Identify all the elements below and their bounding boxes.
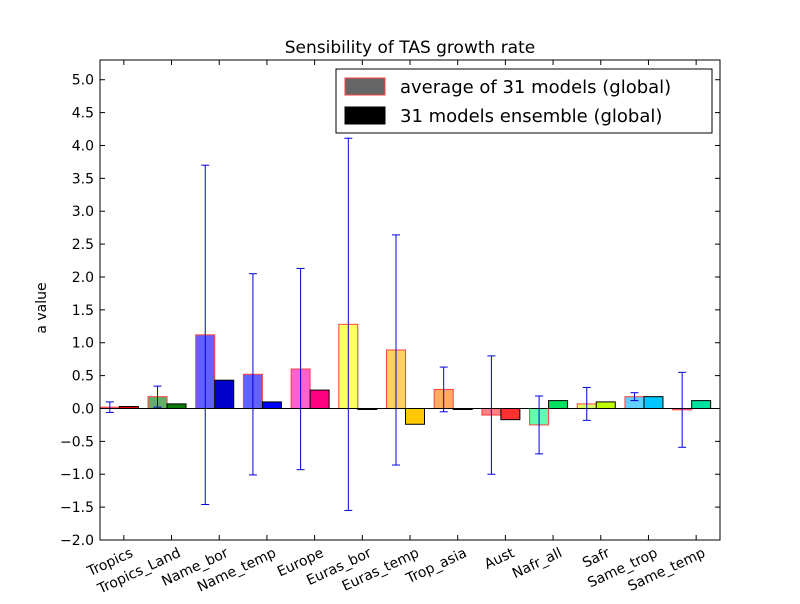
y-tick-label: −0.5 (60, 434, 94, 450)
axes-frame (99, 59, 721, 541)
bar-series2-euras_temp (405, 407, 425, 425)
y-axis-label: a value (34, 282, 50, 333)
y-tick-label: 3.0 (72, 204, 94, 220)
legend-swatch-1 (344, 77, 386, 96)
y-tick-label: 3.5 (72, 171, 94, 187)
y-tick-label: 5.0 (72, 73, 94, 89)
bar-series2-name_bor (214, 379, 235, 409)
bar-series2-europe (309, 389, 330, 409)
bar-series2-safr (595, 401, 616, 409)
legend: average of 31 models (global) 31 models e… (335, 68, 713, 134)
bar-series2-same_trop (643, 396, 664, 409)
bar-series2-name_temp (261, 401, 282, 409)
y-tick-label: 2.0 (72, 270, 94, 286)
legend-box (335, 68, 713, 134)
bar-series2-aust (500, 407, 521, 421)
y-tick-label: −2.0 (60, 533, 94, 549)
bar-series2-tropics_land (166, 403, 187, 409)
y-tick-label: 0.0 (72, 401, 94, 417)
bar-series2-same_temp (691, 400, 712, 409)
y-tick-label: 4.0 (72, 138, 94, 154)
y-tick-label: −1.5 (60, 500, 94, 516)
y-tick-label: 1.0 (72, 336, 94, 352)
y-tick-label: 0.5 (72, 369, 94, 385)
y-tick-label: −1.0 (60, 467, 94, 483)
y-tick-label: 2.5 (72, 237, 94, 253)
legend-swatch-2 (344, 106, 386, 125)
y-tick-label: 1.5 (72, 303, 94, 319)
y-tick-label: 4.5 (72, 106, 94, 122)
bar-series2-nafr_all (548, 400, 569, 409)
legend-label-2: 31 models ensemble (global) (400, 106, 662, 127)
chart-title: Sensibility of TAS growth rate (285, 38, 535, 58)
legend-label-1: average of 31 models (global) (400, 77, 671, 98)
